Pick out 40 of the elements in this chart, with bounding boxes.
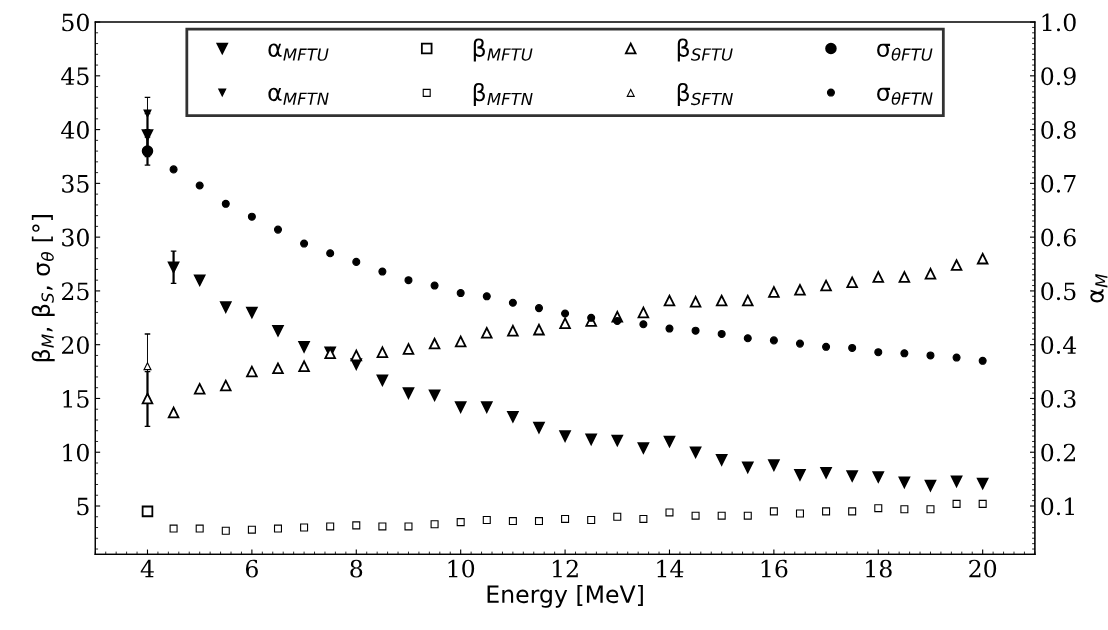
y2-tick-label: 0.7 [1041, 174, 1076, 193]
y2-tick-label: 0.1 [1041, 497, 1074, 516]
y-tick-label: 40 [61, 121, 89, 139]
x-tick-label: 12 [552, 559, 578, 578]
y2-axis-title: α$_{M}$ [1090, 274, 1108, 303]
y-tick-label: 45 [61, 67, 89, 86]
legend-label: σ$_{θFTN}$ [877, 87, 933, 105]
y2-tick-label: 0.6 [1041, 228, 1076, 247]
y2-tick-label: 0.4 [1041, 336, 1077, 354]
x-tick-label: 6 [245, 559, 258, 578]
y2-tick-label: 0.2 [1041, 443, 1075, 462]
legend-label: α$_{MFTN}$ [268, 87, 329, 105]
y2-tick-label: 0.3 [1041, 389, 1076, 408]
x-tick-label: 8 [350, 559, 363, 578]
x-tick-label: 4 [140, 559, 154, 578]
y2-tick-label: 0.8 [1041, 121, 1076, 139]
y-tick-label: 35 [62, 174, 89, 193]
y2-tick-label: 0.9 [1041, 67, 1076, 86]
legend-label: α$_{MFTU}$ [268, 43, 329, 61]
x-tick-label: 16 [761, 559, 788, 578]
y-tick-label: 25 [61, 282, 89, 301]
y-tick-label: 50 [62, 13, 89, 32]
y-tick-label: 10 [63, 443, 89, 462]
y-axis-title: β$_{M}$, β$_{S}$, σ$_{θ}$ [°] [31, 215, 55, 362]
x-tick-label: 18 [866, 559, 892, 578]
x-tick-label: 10 [448, 559, 475, 578]
legend-label: β$_{SFTU}$ [677, 38, 733, 62]
legend-label: β$_{MFTN}$ [473, 82, 533, 106]
y2-tick-label: 1.0 [1042, 13, 1076, 32]
legend-label: σ$_{θFTU}$ [877, 43, 933, 61]
y-tick-label: 30 [62, 228, 89, 247]
x-tick-label: 14 [657, 559, 684, 578]
legend-label: β$_{MFTU}$ [473, 38, 533, 62]
y-tick-label: 15 [63, 389, 89, 408]
legend-label: β$_{SFTN}$ [677, 82, 733, 106]
y-tick-label: 20 [61, 336, 89, 354]
y2-tick-label: 0.5 [1041, 282, 1076, 301]
x-axis-title: Energy [MeV] [487, 584, 643, 608]
y-tick-label: 5 [77, 497, 89, 516]
x-tick-label: 20 [969, 559, 997, 578]
